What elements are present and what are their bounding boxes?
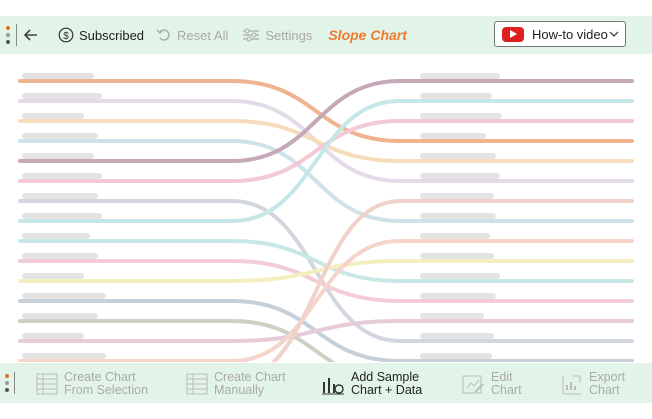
slope-line-16 (270, 199, 634, 362)
edit-chart-button[interactable]: Edit Chart (461, 371, 522, 397)
slope-line-1 (18, 79, 634, 143)
right-label-placeholder (420, 313, 484, 319)
right-label-placeholder (420, 93, 492, 99)
subscribed-button[interactable]: $ Subscribed (58, 27, 144, 43)
right-label-placeholder (420, 353, 492, 359)
create-from-selection-button[interactable]: Create Chart From Selection (36, 371, 148, 397)
left-label-placeholder (22, 153, 94, 159)
left-label-placeholder (22, 73, 94, 79)
slope-line-6 (18, 119, 634, 183)
slope-line-9 (18, 239, 634, 283)
reset-all-label: Reset All (177, 27, 229, 43)
right-label-placeholder (420, 233, 490, 239)
settings-label: Settings (265, 27, 313, 43)
right-label-placeholder (420, 73, 500, 79)
back-button[interactable] (23, 28, 44, 42)
table-select-icon (36, 373, 58, 395)
right-label-placeholder (420, 133, 486, 139)
settings-button[interactable]: Settings (242, 28, 312, 43)
create-manually-line2: Manually (214, 383, 265, 397)
right-label-placeholder (420, 113, 502, 119)
left-label-placeholder (22, 93, 102, 99)
undo-icon (156, 29, 170, 41)
youtube-icon (502, 26, 524, 42)
right-label-placeholder (420, 333, 494, 339)
create-from-selection-line1: Create Chart (64, 370, 136, 384)
right-label-placeholder (420, 193, 494, 199)
chevron-down-icon (609, 31, 619, 37)
left-label-placeholder (22, 173, 102, 179)
create-from-selection-line2: From Selection (64, 383, 149, 397)
left-label-placeholder (22, 253, 98, 259)
right-label-placeholder (420, 153, 496, 159)
left-label-placeholder (22, 133, 98, 139)
export-chart-line2: Chart (589, 383, 620, 397)
right-label-placeholder (420, 253, 494, 259)
right-label-placeholder (420, 293, 496, 299)
back-arrow-icon (23, 29, 37, 41)
edit-chart-line2: Chart (491, 383, 522, 397)
left-label-placeholder (22, 293, 106, 299)
left-label-placeholder (22, 233, 90, 239)
reset-all-button[interactable]: Reset All (156, 28, 228, 43)
slope-line-13 (18, 319, 337, 362)
sliders-icon (243, 28, 260, 42)
subscribed-label: Subscribed (79, 27, 145, 43)
bottom-divider (14, 372, 15, 394)
left-label-placeholder (22, 353, 106, 359)
slope-line-10 (18, 259, 634, 303)
slope-line-12 (18, 299, 634, 362)
left-label-placeholder (22, 333, 84, 339)
slope-line-5 (18, 79, 634, 163)
edit-chart-icon (462, 375, 484, 394)
grip-icon[interactable] (6, 26, 10, 44)
export-chart-button[interactable]: Export Chart (561, 371, 625, 397)
top-toolbar: $ Subscribed Reset All Settings Slope Ch… (0, 16, 652, 54)
dollar-circle-icon: $ (58, 27, 74, 43)
left-label-placeholder (22, 273, 84, 279)
slope-line-15 (18, 239, 634, 362)
export-chart-icon (562, 375, 581, 395)
slope-line-4 (18, 139, 634, 223)
create-manually-line1: Create Chart (214, 370, 286, 384)
chart-type-title: Slope Chart (328, 27, 407, 43)
add-sample-line2: Chart + Data (351, 383, 423, 397)
add-sample-button[interactable]: Add Sample Chart + Data (321, 371, 422, 397)
slope-chart (18, 73, 634, 362)
slope-line-14 (18, 319, 634, 343)
create-manually-button[interactable]: Create Chart Manually (186, 371, 286, 397)
right-label-placeholder (420, 173, 500, 179)
svg-text:$: $ (63, 31, 69, 42)
right-label-placeholder (420, 213, 496, 219)
left-label-placeholder (22, 113, 84, 119)
slope-line-11 (18, 259, 634, 283)
right-label-placeholder (420, 273, 500, 279)
table-edit-icon (186, 373, 208, 395)
slope-line-8 (18, 99, 634, 223)
toolbar-divider (16, 24, 17, 46)
sample-chart-icon (322, 378, 344, 395)
edit-chart-line1: Edit (491, 370, 513, 384)
grip-icon[interactable] (5, 374, 9, 392)
left-label-placeholder (22, 193, 98, 199)
bottom-toolbar: Create Chart From Selection Create Chart M… (0, 363, 652, 403)
slope-line-3 (18, 119, 634, 163)
left-label-placeholder (22, 313, 98, 319)
how-to-video-dropdown[interactable]: How-to video (494, 21, 626, 47)
left-label-placeholder (22, 213, 102, 219)
how-to-video-label: How-to video (532, 26, 608, 42)
export-chart-line1: Export (589, 370, 626, 384)
add-sample-line1: Add Sample (351, 370, 420, 384)
